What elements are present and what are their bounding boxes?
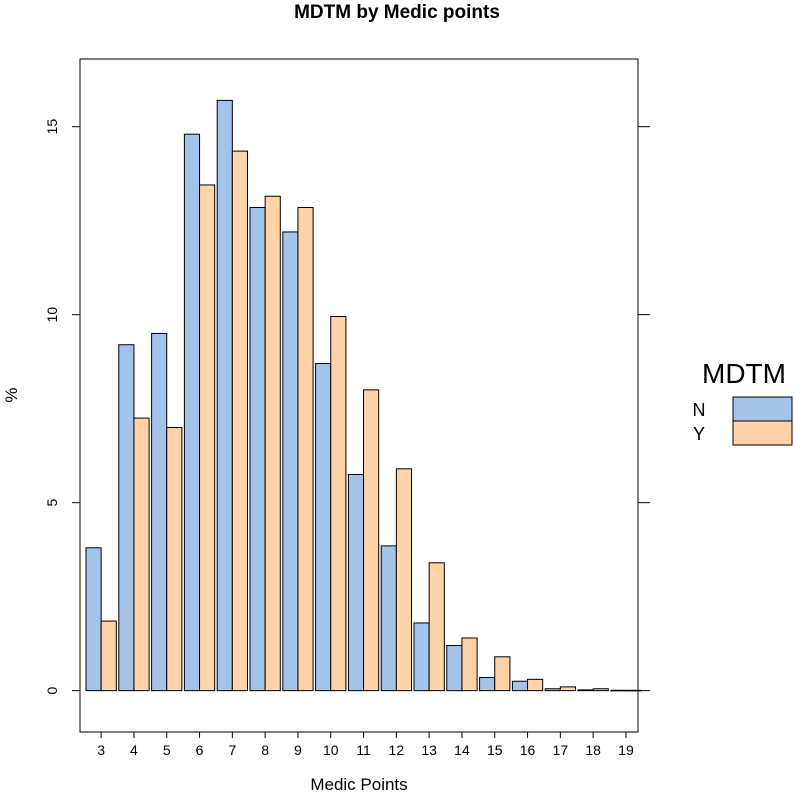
bar-y-4	[133, 417, 150, 692]
bar-n-3	[85, 547, 102, 692]
bar-y-8	[264, 195, 281, 692]
bar-n-16	[511, 680, 529, 692]
bar-y-17	[559, 686, 576, 692]
bar-n-15	[479, 676, 496, 692]
x-tick-label-10: 10	[323, 742, 339, 758]
x-tick-label-3: 3	[97, 742, 105, 758]
bar-y-12	[395, 468, 413, 692]
x-tick-label-12: 12	[389, 742, 405, 758]
x-tick-label-18: 18	[585, 742, 601, 758]
x-axis: 3 4 5 6 7 8 9 10 11 12 13 14 15 16 17 18 19	[97, 732, 634, 758]
bar-y-18	[592, 688, 609, 692]
bar-y-14	[461, 637, 478, 692]
y-tick-label-10: 10	[44, 307, 60, 323]
x-tick-label-8: 8	[261, 742, 269, 758]
bar-y-10	[330, 316, 347, 692]
bar-n-6	[183, 133, 201, 692]
x-tick-label-7: 7	[228, 742, 236, 758]
x-tick-label-4: 4	[130, 742, 138, 758]
bar-y-6	[199, 184, 216, 692]
bar-n-18	[577, 689, 594, 692]
bar-n-11	[347, 473, 365, 692]
y-axis-label: %	[2, 387, 21, 402]
x-tick-label-14: 14	[454, 742, 470, 758]
legend-label-y: Y	[693, 424, 705, 444]
x-tick-label-16: 16	[520, 742, 536, 758]
x-tick-label-19: 19	[618, 742, 634, 758]
bar-n-7	[216, 99, 233, 692]
legend-label-n: N	[693, 400, 706, 420]
y-tick-label-5: 5	[44, 499, 60, 507]
bar-y-3	[100, 620, 117, 692]
bar-y-16	[527, 678, 544, 692]
bar-n-10	[315, 363, 332, 692]
bar-n-5	[151, 332, 168, 692]
bar-y-13	[428, 562, 445, 692]
x-tick-label-17: 17	[553, 742, 569, 758]
bar-n-13	[413, 622, 430, 692]
bar-n-4	[118, 344, 135, 692]
legend-swatch-n	[732, 396, 793, 422]
x-tick-label-13: 13	[421, 742, 437, 758]
x-tick-label-15: 15	[487, 742, 503, 758]
bar-n-12	[380, 545, 397, 692]
bar-n-9	[282, 231, 299, 692]
bar-n-14	[446, 645, 463, 692]
y-tick-label-15: 15	[44, 119, 60, 135]
legend-swatch-y	[732, 420, 793, 446]
y-tick-label-0: 0	[44, 687, 60, 695]
x-tick-label-6: 6	[196, 742, 204, 758]
x-tick-label-5: 5	[163, 742, 171, 758]
x-tick-label-9: 9	[294, 742, 302, 758]
bar-n-8	[249, 207, 266, 692]
x-axis-label: Medic Points	[310, 775, 407, 793]
bar-y-5	[166, 426, 183, 692]
bar-y-9	[297, 207, 314, 692]
plot-frame	[79, 58, 639, 733]
y-axis: 0 5 10 15	[44, 119, 650, 695]
bar-n-19	[610, 689, 627, 692]
bar-y-7	[231, 150, 249, 692]
bar-n-17	[544, 688, 561, 692]
legend-title: MDTM	[702, 358, 786, 389]
x-tick-label-11: 11	[356, 742, 371, 758]
chart-title: MDTM by Medic points	[294, 2, 500, 23]
bar-y-15	[494, 656, 511, 692]
bar-y-11	[363, 389, 380, 692]
bars	[85, 99, 642, 692]
legend: MDTM NY	[693, 358, 793, 446]
